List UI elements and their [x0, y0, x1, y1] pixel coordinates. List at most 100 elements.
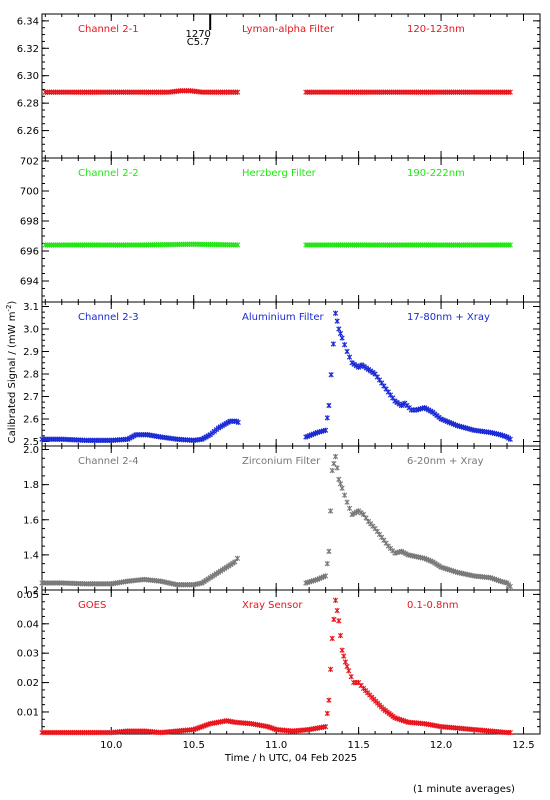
- y-tick-label: 696: [20, 247, 39, 258]
- data-point: [326, 402, 332, 409]
- y-tick-label: 2.5: [23, 437, 39, 448]
- data-point: [334, 318, 340, 324]
- y-tick-label: 6.26: [17, 126, 39, 137]
- data-point: [334, 465, 340, 471]
- series-points: [42, 241, 513, 248]
- data-point: [330, 341, 336, 347]
- filter-label: Xray Sensor: [242, 600, 303, 611]
- band-label: 6-20nm + Xray: [407, 456, 484, 467]
- y-tick-label: 6.28: [17, 99, 39, 110]
- data-point: [507, 436, 513, 442]
- y-axis-label: Calibrated Signal / (mW m-2): [5, 301, 18, 444]
- band-label: 190-222nm: [407, 168, 465, 179]
- y-tick-label: 698: [20, 217, 39, 228]
- data-point: [336, 618, 342, 624]
- data-point: [334, 607, 340, 614]
- data-point: [390, 395, 396, 401]
- data-point: [235, 419, 241, 426]
- data-point: [348, 674, 354, 680]
- data-point: [346, 354, 353, 360]
- data-point: [344, 663, 350, 670]
- panel-4: 1.2 1.4 1.6 1.8 2.0 Channel 2-4 Zirconium Filt…: [23, 445, 541, 597]
- y-tick-label: 3.1: [23, 302, 39, 313]
- x-tick-label: 12.0: [430, 740, 452, 751]
- filter-label: Zirconium Filter: [242, 456, 321, 467]
- y-tick-label: 1.2: [23, 586, 39, 597]
- data-point: [372, 371, 378, 377]
- channel-label: GOES: [78, 600, 106, 611]
- data-point: [323, 427, 329, 433]
- filter-label: Lyman-alpha Filter: [242, 24, 335, 35]
- data-point: [323, 724, 329, 730]
- data-point: [507, 89, 513, 95]
- y-tick-label: 6.34: [17, 16, 39, 27]
- x-tick-label: 11.5: [347, 740, 369, 751]
- data-point: [324, 710, 330, 717]
- y-tick-label: 2.9: [23, 347, 39, 358]
- data-point: [336, 326, 342, 332]
- x-tick-label: 10.0: [100, 740, 122, 751]
- data-point: [326, 548, 332, 555]
- channel-label: Channel 2-4: [78, 456, 139, 467]
- panel-frame: [41, 13, 541, 159]
- data-point: [339, 647, 345, 653]
- x-tick-label: 10.5: [183, 740, 205, 751]
- panel-2: 694 696 698 700 702 Channel 2-2 Herzberg Filte…: [20, 157, 541, 303]
- data-point: [342, 659, 349, 665]
- data-point: [387, 392, 394, 398]
- y-tick-label: 0.03: [17, 649, 39, 660]
- band-label: 17-80nm + Xray: [407, 312, 490, 323]
- data-point: [383, 386, 389, 392]
- data-point: [339, 335, 345, 341]
- y-tick-label: 6.30: [17, 71, 39, 82]
- x-axis-label: Time / h UTC, 04 Feb 2025: [224, 753, 357, 764]
- data-point: [323, 573, 329, 579]
- channel-label: Channel 2-2: [78, 168, 139, 179]
- data-point: [337, 632, 344, 639]
- data-point: [331, 616, 337, 623]
- y-tick-label: 1.8: [23, 480, 39, 491]
- y-tick-label: 702: [20, 157, 39, 168]
- data-point: [337, 330, 344, 337]
- data-point: [344, 499, 350, 505]
- data-point: [328, 372, 334, 378]
- data-point: [329, 467, 335, 474]
- filter-label: Aluminium Filter: [242, 312, 325, 323]
- data-point: [332, 597, 339, 603]
- x-tick-label: 12.5: [512, 740, 534, 751]
- data-point: [327, 666, 334, 672]
- data-point: [235, 242, 241, 248]
- channel-label: Channel 2-3: [78, 312, 139, 323]
- data-point: [385, 389, 391, 395]
- data-point: [507, 583, 513, 590]
- y-tick-label: 694: [20, 277, 39, 288]
- data-point: [326, 697, 332, 703]
- panel-1: 6.26 6.28 6.30 6.32 6.34 Channel 2-1 Lyman-alp…: [17, 13, 541, 159]
- panels-group: 6.26 6.28 6.30 6.32 6.34 Channel 2-1 Lyman-alp…: [17, 13, 541, 736]
- data-point: [376, 377, 383, 383]
- y-tick-label: 1.4: [23, 550, 39, 561]
- y-tick-label: 0.04: [17, 619, 39, 630]
- data-point: [329, 635, 335, 642]
- data-point: [331, 460, 337, 467]
- series-points: [42, 88, 513, 95]
- filter-label: Herzberg Filter: [242, 168, 317, 179]
- data-point: [346, 505, 353, 511]
- y-tick-label: 3.0: [23, 325, 39, 336]
- y-tick-label: 6.32: [17, 44, 39, 55]
- panel-5: 0.01 0.02 0.03 0.04 0.05 GOES Xray Sensor 0.1-0…: [17, 589, 541, 736]
- data-point: [337, 481, 344, 487]
- annotation-line-1: 1270: [185, 29, 210, 40]
- band-label: 120-123nm: [407, 24, 465, 35]
- series-points: [39, 453, 513, 590]
- data-point: [344, 348, 350, 355]
- y-tick-label: 2.7: [23, 392, 39, 403]
- y-tick-label: 2.8: [23, 370, 39, 381]
- y-axis-label-close: ): [7, 301, 18, 305]
- channel-label: Channel 2-1: [78, 24, 139, 35]
- flare-annotation: 1270 C5.7: [185, 14, 212, 48]
- data-point: [234, 555, 240, 562]
- y-axis-label-sup: -2: [5, 305, 13, 312]
- data-point: [332, 310, 339, 316]
- panel-frame: [41, 445, 541, 591]
